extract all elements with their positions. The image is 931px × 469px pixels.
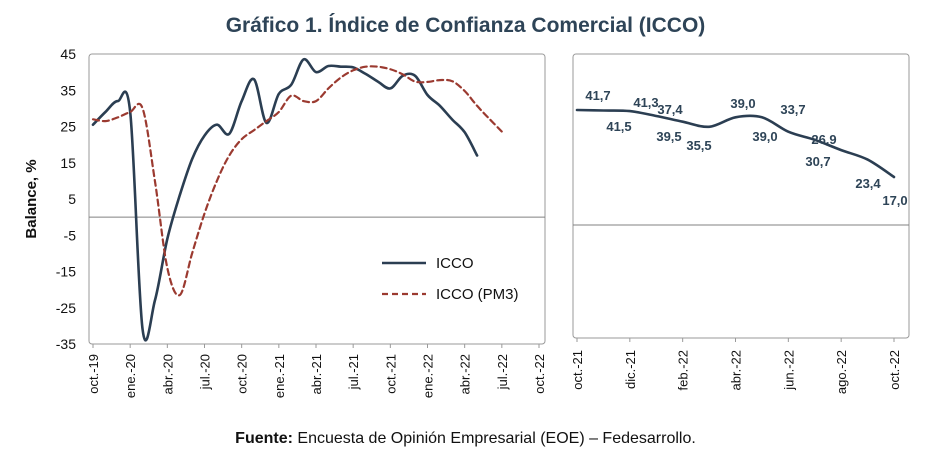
right-panel: oct.-21 dic.-21 feb.-22 abr.-22 jun.-22 ago.-… — [570, 53, 910, 394]
right-plot-frame — [572, 53, 910, 339]
x-tick-label: abr.-20 — [160, 354, 175, 394]
y-tick-label: -5 — [64, 227, 77, 243]
data-label: 30,7 — [805, 154, 830, 169]
source-note: Fuente: Encuesta de Opinión Empresarial … — [0, 430, 931, 448]
data-label: 41,7 — [585, 88, 610, 103]
x-tick-label: ene.-20 — [123, 354, 138, 398]
x-tick-label: oct.-21 — [570, 350, 585, 390]
data-label: 35,5 — [686, 138, 711, 153]
y-tick-label: 35 — [60, 82, 76, 98]
x-tick-label: jul.-21 — [346, 354, 361, 390]
y-tick-label: 45 — [60, 46, 76, 62]
x-tick-label: abr.-22 — [729, 350, 744, 390]
y-tick-label: -35 — [56, 336, 76, 352]
data-label: 37,4 — [657, 102, 683, 117]
x-tick-label: dic.-21 — [623, 350, 638, 389]
data-label: 41,3 — [633, 95, 658, 110]
x-tick-label: jul.-22 — [495, 354, 510, 390]
chart-title: Gráfico 1. Índice de Confianza Comercial… — [225, 14, 706, 37]
y-tick-label: 5 — [68, 191, 76, 207]
icco-line — [91, 57, 479, 342]
data-label: 23,4 — [855, 176, 881, 191]
x-tick-label: jun.-22 — [781, 350, 796, 391]
data-label: 39,0 — [730, 96, 755, 111]
x-tick-label: abr.-21 — [309, 354, 324, 394]
data-label: 41,5 — [606, 119, 631, 134]
source-label: Fuente: — [235, 430, 293, 447]
data-label: 33,7 — [780, 102, 805, 117]
y-tick-label: -15 — [56, 264, 76, 280]
legend-pm3-label: ICCO (PM3) — [436, 286, 519, 303]
x-tick-label: oct.-22 — [532, 354, 547, 394]
y-tick-label: -25 — [56, 300, 76, 316]
y-tick-label: 25 — [60, 119, 76, 135]
legend-icco-label: ICCO — [436, 255, 474, 272]
left-plot-frame — [88, 53, 546, 345]
data-label: 26,9 — [811, 132, 836, 147]
x-tick-label: oct.-20 — [235, 354, 250, 394]
x-tick-label: oct.-21 — [383, 354, 398, 394]
x-tick-label: ene.-22 — [421, 354, 436, 398]
data-label: 17,0 — [882, 193, 907, 208]
x-tick-label: jul.-20 — [198, 354, 213, 390]
icco-pm3-line — [91, 65, 503, 297]
data-label: 39,0 — [752, 129, 777, 144]
x-tick-label: oct.-22 — [887, 350, 902, 390]
data-label: 39,5 — [656, 129, 681, 144]
left-panel: 45 35 25 15 5 -5 -15 -25 -35 Balance, % oct.-19 ene… — [23, 46, 547, 398]
x-tick-label: feb.-22 — [676, 350, 691, 390]
x-tick-label: abr.-22 — [458, 354, 473, 394]
x-tick-label: oct.-19 — [86, 354, 101, 394]
x-tick-label: ene.-21 — [272, 354, 287, 398]
x-tick-label: ago.-22 — [834, 350, 849, 394]
icco-recent-line — [575, 108, 896, 179]
source-text: Encuesta de Opinión Empresarial (EOE) – … — [292, 430, 696, 447]
y-tick-label: 15 — [60, 155, 76, 171]
y-axis-label: Balance, % — [23, 159, 40, 238]
